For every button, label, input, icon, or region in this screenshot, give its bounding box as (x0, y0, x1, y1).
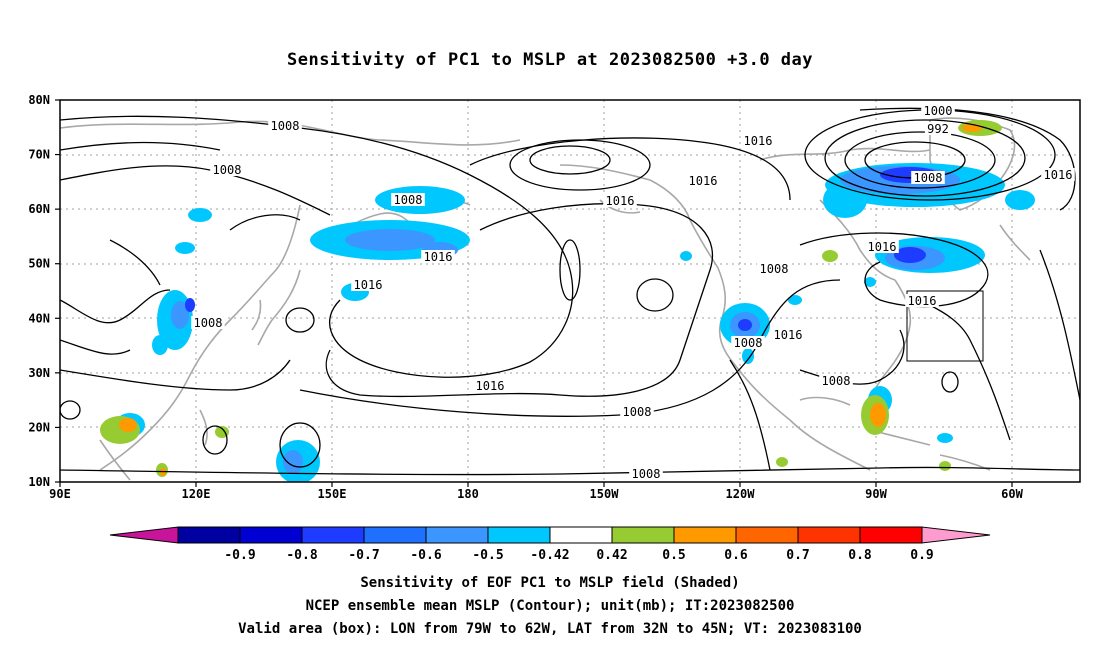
colorbar-label: 0.6 (724, 548, 748, 563)
contour-label: 1008 (213, 163, 242, 177)
lat-tick-label: 30N (28, 366, 50, 380)
colorbar-label: 0.7 (786, 548, 809, 563)
contour-label: 1016 (689, 174, 718, 188)
lon-tick-label: 90W (865, 487, 887, 501)
colorbar-label: 0.5 (662, 548, 685, 563)
lon-tick-label: 60W (1001, 487, 1023, 501)
mslp-contours (60, 107, 1080, 476)
lat-axis: 80N 70N 60N 50N 40N 30N 20N 10N (28, 93, 60, 489)
colorbar-swatch (549, 526, 613, 544)
colorbar-label: -0.7 (348, 548, 379, 563)
valid-area-box (906, 290, 984, 362)
lon-tick-label: 180 (457, 487, 479, 501)
caption-line-3: Valid area (box): LON from 79W to 62W, L… (238, 621, 862, 637)
lat-tick-label: 10N (28, 475, 50, 489)
lat-tick-label: 70N (28, 148, 50, 162)
contour-label: 1016 (354, 278, 383, 292)
colorbar-swatch (735, 526, 799, 544)
map-border (59, 99, 1081, 483)
contour-label: 1008 (271, 119, 300, 133)
contour-label: 1008 (394, 193, 423, 207)
colorbar-label: -0.9 (224, 548, 255, 563)
colorbar-swatch (425, 526, 489, 544)
lon-tick-label: 150W (590, 487, 620, 501)
colorbar-label: -0.8 (286, 548, 317, 563)
colorbar-swatch (487, 526, 551, 544)
lon-tick-label: 150E (318, 487, 347, 501)
chart-title: Sensitivity of PC1 to MSLP at 2023082500… (286, 50, 813, 70)
contour-label: 1008 (734, 336, 763, 350)
contour-label: 1016 (476, 379, 505, 393)
contour-label: 1016 (744, 134, 773, 148)
colorbar-label: 0.9 (910, 548, 933, 563)
contour-label: 1000 (924, 104, 953, 118)
contour-label: 1016 (1044, 168, 1073, 182)
lon-tick-label: 120E (182, 487, 211, 501)
lat-tick-label: 20N (28, 420, 50, 434)
contour-label: 1008 (760, 262, 789, 276)
colorbar: -0.9 -0.8 -0.7 -0.6 -0.5 -0.42 0.42 0.5 0.6 0.7 0.… (109, 526, 991, 563)
contour-label: 1016 (868, 240, 897, 254)
colorbar-swatch (611, 526, 675, 544)
lat-tick-label: 60N (28, 202, 50, 216)
contour-label: 1008 (632, 467, 661, 481)
caption-line-2: NCEP ensemble mean MSLP (Contour); unit(… (305, 598, 795, 614)
contour-label: 992 (927, 122, 949, 136)
lat-tick-label: 40N (28, 311, 50, 325)
caption-line-1: Sensitivity of EOF PC1 to MSLP field (Sh… (360, 575, 740, 591)
contour-label: 1008 (914, 171, 943, 185)
colorbar-swatch (797, 526, 861, 544)
colorbar-swatch (363, 526, 427, 544)
contour-label: 1016 (908, 294, 937, 308)
contour-label: 1016 (606, 194, 635, 208)
lon-tick-label: 120W (726, 487, 756, 501)
grid-lines (60, 100, 1080, 482)
colorbar-swatch (859, 526, 923, 544)
lon-axis: 90E 120E 150E 180 150W 120W 90W 60W (49, 482, 1024, 501)
sensitivity-shading (100, 120, 1035, 482)
lat-tick-label: 50N (28, 257, 50, 271)
lon-tick-label: 90E (49, 487, 71, 501)
colorbar-swatch (177, 526, 241, 544)
colorbar-max-arrow (921, 526, 991, 544)
colorbar-swatch (301, 526, 365, 544)
colorbar-label: 0.8 (848, 548, 872, 563)
contour-label: 1016 (424, 250, 453, 264)
colorbar-label: -0.5 (472, 548, 503, 563)
contour-label: 1008 (623, 405, 652, 419)
lat-tick-label: 80N (28, 93, 50, 107)
colorbar-swatch (239, 526, 303, 544)
colorbar-label: -0.42 (530, 548, 569, 563)
contour-label: 1008 (194, 316, 223, 330)
colorbar-min-arrow (109, 526, 179, 544)
contour-label: 1016 (774, 328, 803, 342)
colorbar-label: -0.6 (410, 548, 441, 563)
contour-label: 1008 (822, 374, 851, 388)
contour-labels: 1008 1000 992 1016 1008 1016 1008 1016 1016 1008 1… (191, 104, 1075, 481)
colorbar-label: 0.42 (596, 548, 627, 563)
colorbar-swatch (673, 526, 737, 544)
